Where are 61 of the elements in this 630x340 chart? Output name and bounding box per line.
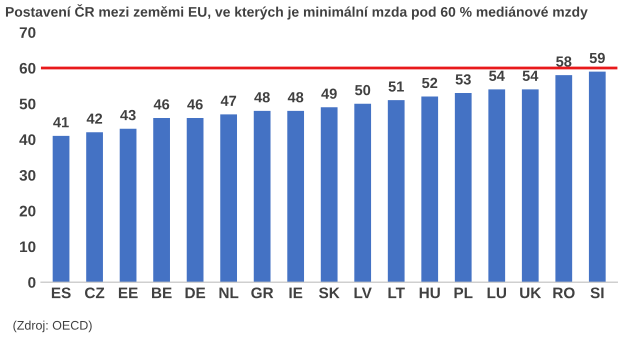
bar — [354, 104, 372, 282]
x-tick-label: EE — [118, 288, 138, 298]
data-label: 41 — [53, 117, 69, 128]
y-tick-label: 10 — [20, 241, 36, 252]
bar — [320, 107, 338, 282]
data-label: 47 — [220, 96, 236, 106]
y-tick-label: 0 — [28, 277, 36, 288]
bar — [421, 96, 438, 282]
data-label: 58 — [556, 56, 572, 67]
data-label: 50 — [355, 84, 370, 96]
text: (Zdroj: OECD) — [13, 320, 92, 332]
bar — [522, 89, 539, 282]
x-tick-label: SI — [590, 287, 604, 298]
x-tick-label: SK — [319, 287, 340, 298]
x-tick-label: BE — [152, 288, 172, 298]
data-label: 59 — [590, 52, 605, 64]
data-label: 42 — [86, 113, 102, 124]
x-tick-label: GR — [251, 287, 274, 298]
y-tick-label: 40 — [19, 134, 36, 146]
x-tick-label: HU — [420, 288, 440, 298]
data-label: 48 — [288, 92, 304, 102]
x-tick-label: DE — [186, 288, 206, 298]
data-label: 53 — [456, 74, 471, 85]
data-label: 48 — [254, 92, 270, 102]
chart-title: Postavení ČR mezi zeměmi EU, ve kterých je minimální mzda pod 60 % mediánové mzdy — [6, 4, 588, 20]
bar — [287, 110, 304, 282]
bar — [86, 132, 103, 282]
y-tick-label: 60 — [20, 62, 36, 74]
data-label: 43 — [120, 110, 136, 120]
y-tick-label: 20 — [20, 206, 36, 216]
y-tick-label: 30 — [19, 170, 36, 181]
x-tick-label: LT — [388, 288, 405, 298]
bar — [186, 118, 204, 282]
x-tick-label: NL — [219, 288, 238, 298]
data-label: 54 — [489, 70, 505, 81]
x-tick-label: PL — [454, 288, 473, 298]
data-label: 54 — [522, 70, 538, 81]
bar — [488, 89, 506, 282]
y-tick-label: 50 — [20, 98, 36, 110]
bar — [153, 118, 170, 282]
bar — [454, 92, 472, 282]
x-tick-label: ES — [52, 287, 71, 298]
y-tick-label: 70 — [20, 27, 36, 38]
data-label: 46 — [187, 99, 203, 110]
bar — [388, 100, 405, 282]
x-tick-label: LV — [354, 288, 372, 298]
data-label: 49 — [321, 88, 337, 99]
x-tick-label: LU — [488, 288, 506, 298]
bar — [52, 136, 70, 282]
data-label: 52 — [422, 78, 438, 88]
x-tick-label: UK — [520, 288, 542, 298]
x-tick-label: RO — [553, 287, 575, 298]
bar — [254, 110, 271, 282]
x-tick-label: CZ — [85, 287, 104, 298]
data-label: 51 — [388, 82, 404, 92]
bar — [555, 75, 572, 282]
bar — [120, 128, 136, 282]
bar — [220, 114, 238, 282]
data-label: 46 — [154, 99, 170, 110]
x-tick-label: IE — [289, 288, 302, 298]
bar — [588, 72, 606, 282]
